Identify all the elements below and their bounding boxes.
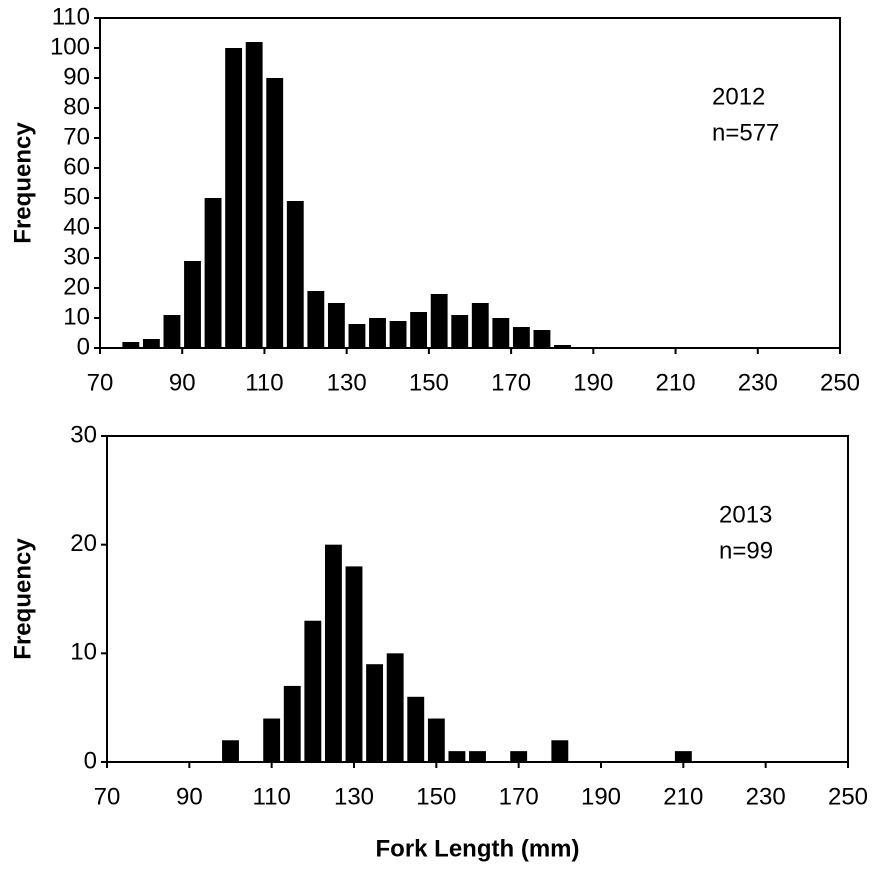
y-tick-label: 60 xyxy=(63,153,90,180)
y-tick-label: 40 xyxy=(63,213,90,240)
x-tick-label: 150 xyxy=(409,369,449,396)
annotation: 2012 xyxy=(712,83,765,110)
x-tick-label: 90 xyxy=(169,369,196,396)
bar xyxy=(304,620,322,762)
bar xyxy=(448,751,466,762)
bar xyxy=(348,324,366,348)
annotation: n=99 xyxy=(719,537,773,564)
bar xyxy=(184,261,201,348)
bar xyxy=(142,339,160,348)
x-tick-label: 110 xyxy=(245,369,283,396)
y-tick-label: 10 xyxy=(70,639,97,666)
x-tick-label: 90 xyxy=(176,783,203,810)
x-tick-label: 190 xyxy=(581,783,621,810)
bar xyxy=(204,198,222,348)
y-tick-label: 30 xyxy=(70,421,97,448)
bar xyxy=(386,653,404,762)
x-tick-label: 190 xyxy=(573,369,613,396)
bar xyxy=(327,303,345,348)
bar xyxy=(345,566,363,762)
x-tick-label: 250 xyxy=(828,783,868,810)
bar xyxy=(471,303,489,348)
y-tick-label: 0 xyxy=(84,747,97,774)
y-tick-label: 50 xyxy=(63,183,90,210)
bar xyxy=(492,318,510,348)
bar xyxy=(163,315,181,348)
x-axis-label: Fork Length (mm) xyxy=(376,835,580,862)
x-tick-label: 130 xyxy=(334,783,374,810)
bar xyxy=(551,740,569,762)
bar xyxy=(407,696,425,762)
bar xyxy=(245,42,263,348)
plot-frame xyxy=(99,17,841,349)
bar xyxy=(389,321,407,348)
bar xyxy=(307,291,325,348)
y-tick-label: 100 xyxy=(50,33,90,60)
y-tick-label: 110 xyxy=(52,3,90,30)
bar xyxy=(512,327,530,348)
x-tick-label: 170 xyxy=(499,783,539,810)
bar xyxy=(430,294,448,348)
x-tick-label: 110 xyxy=(253,783,291,810)
bar xyxy=(469,751,486,762)
bar xyxy=(451,315,469,348)
y-tick-label: 90 xyxy=(63,63,90,90)
x-tick-label: 70 xyxy=(87,369,114,396)
x-tick-label: 130 xyxy=(327,369,367,396)
bar xyxy=(410,312,428,348)
y-tick-label: 10 xyxy=(63,303,90,330)
y-tick-label: 20 xyxy=(63,273,90,300)
bar xyxy=(366,664,384,762)
bar xyxy=(674,751,692,762)
x-tick-label: 210 xyxy=(663,783,703,810)
bar xyxy=(122,342,140,348)
y-tick-label: 70 xyxy=(63,123,90,150)
plot-frame xyxy=(106,435,849,763)
x-tick-label: 230 xyxy=(738,369,778,396)
y-axis-label: Frequency xyxy=(9,122,36,244)
bar xyxy=(286,201,304,348)
annotation: 2013 xyxy=(719,501,772,528)
y-tick-label: 0 xyxy=(77,333,90,360)
bar xyxy=(266,78,284,348)
bar xyxy=(554,345,571,348)
y-tick-label: 30 xyxy=(63,243,90,270)
bar xyxy=(225,48,243,348)
annotation: n=577 xyxy=(712,119,779,146)
x-tick-label: 170 xyxy=(491,369,531,396)
x-tick-label: 230 xyxy=(746,783,786,810)
bar xyxy=(427,718,445,762)
x-tick-label: 250 xyxy=(820,369,860,396)
x-tick-label: 70 xyxy=(94,783,121,810)
bar xyxy=(369,318,386,348)
bar xyxy=(510,751,528,762)
bar xyxy=(222,740,239,762)
bar xyxy=(533,330,551,348)
y-axis-label: Frequency xyxy=(9,538,36,660)
y-tick-label: 80 xyxy=(63,93,90,120)
bar xyxy=(263,718,281,762)
x-tick-label: 210 xyxy=(656,369,696,396)
bar xyxy=(283,685,301,762)
x-tick-label: 150 xyxy=(416,783,456,810)
y-tick-label: 20 xyxy=(70,530,97,557)
bar xyxy=(324,544,342,762)
